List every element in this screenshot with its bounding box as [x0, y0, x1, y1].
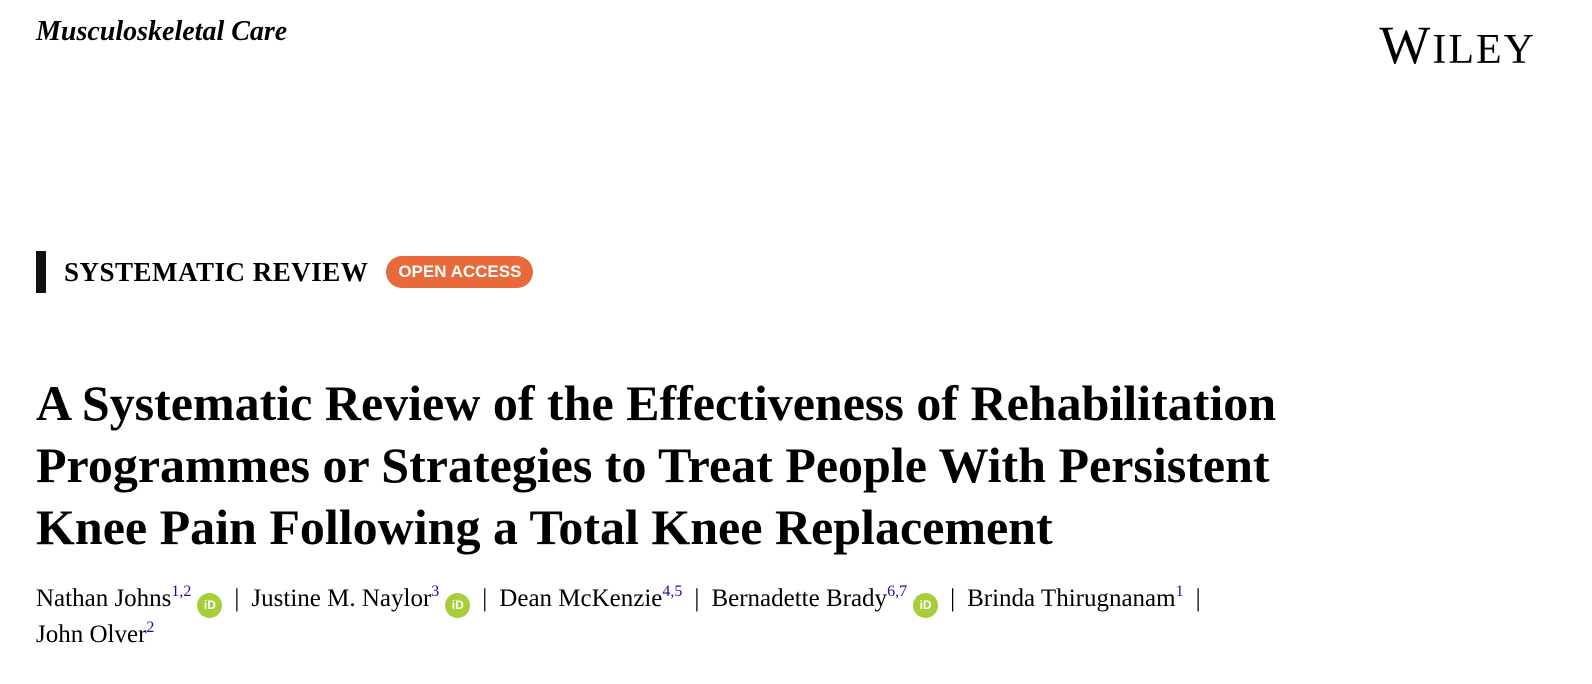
article-type-row: SYSTEMATIC REVIEW OPEN ACCESS — [36, 251, 534, 293]
orcid-icon[interactable]: iD — [197, 593, 223, 618]
orcid-icon[interactable]: iD — [445, 593, 471, 618]
affiliation-link[interactable]: 6,7 — [887, 583, 908, 600]
author-john-olver: John Olver2 — [36, 619, 155, 649]
author-brinda-thirugnanam: Brinda Thirugnanam1 — [967, 583, 1184, 613]
author-name: Bernadette Brady — [711, 585, 888, 612]
author-bernadette-brady: Bernadette Brady6,7 iD — [711, 583, 939, 618]
type-marker-bar — [36, 251, 46, 293]
author-justine-naylor: Justine M. Naylor3 iD — [251, 583, 471, 618]
affiliation-link[interactable]: 1,2 — [171, 583, 192, 600]
author-name: John Olver — [36, 621, 147, 648]
title-line: Knee Pain Following a Total Knee Replace… — [36, 499, 1053, 555]
author-separator: | — [482, 585, 488, 612]
journal-name: Musculoskeletal Care — [36, 16, 288, 47]
author-name: Dean McKenzie — [499, 585, 663, 612]
publisher-logo[interactable]: WILEY — [1379, 15, 1536, 75]
author-name: Justine M. Naylor — [251, 585, 432, 612]
author-separator: | — [1195, 585, 1201, 612]
affiliation-link[interactable]: 4,5 — [662, 583, 683, 600]
open-access-badge: OPEN ACCESS — [386, 256, 534, 288]
author-list: Nathan Johns1,2 iD | Justine M. Naylor3 iD | D… — [36, 582, 1556, 651]
orcid-icon[interactable]: iD — [913, 593, 939, 618]
affiliation-link[interactable]: 3 — [431, 583, 440, 600]
author-separator: | — [950, 585, 956, 612]
author-dean-mckenzie: Dean McKenzie4,5 — [499, 583, 683, 613]
author-name: Brinda Thirugnanam — [967, 585, 1176, 612]
article-title: A Systematic Review of the Effectiveness… — [36, 372, 1556, 558]
author-separator: | — [234, 585, 240, 612]
affiliation-link[interactable]: 2 — [146, 619, 155, 636]
title-line: Programmes or Strategies to Treat People… — [36, 437, 1270, 493]
author-nathan-johns: Nathan Johns1,2 iD — [36, 583, 223, 618]
affiliation-link[interactable]: 1 — [1175, 583, 1184, 600]
article-type: SYSTEMATIC REVIEW — [64, 256, 369, 287]
title-line: A Systematic Review of the Effectiveness… — [36, 375, 1277, 431]
author-separator: | — [694, 585, 700, 612]
author-name: Nathan Johns — [36, 585, 172, 612]
